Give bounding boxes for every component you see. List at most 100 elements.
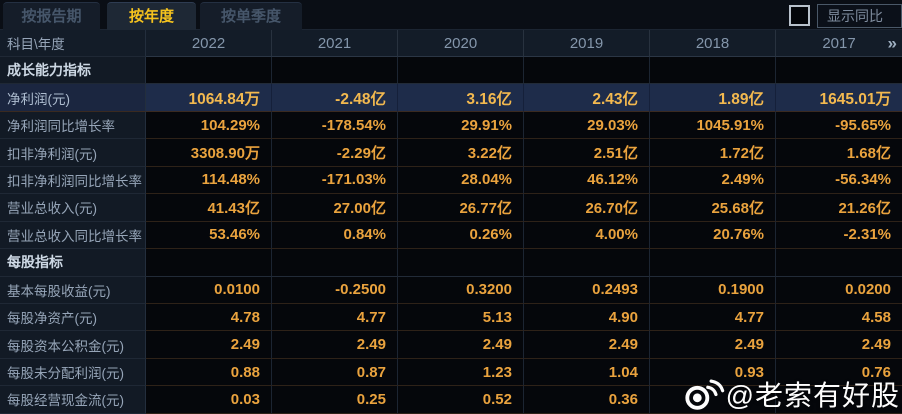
cell-value: 0.03 — [146, 386, 272, 414]
cell-value: -2.48亿 — [272, 84, 398, 112]
cell-value: 1064.84万 — [146, 84, 272, 112]
cell-value: 2.49 — [398, 331, 524, 359]
cell-value: 0.1900 — [650, 276, 776, 304]
cell-value: -178.54% — [272, 111, 398, 140]
cell-value: 28.04% — [398, 166, 524, 195]
tab-report-period[interactable]: 按报告期 — [3, 2, 100, 30]
cell-value: 29.91% — [398, 111, 524, 140]
cell-value: 46.12% — [524, 166, 650, 195]
tab-single-quarter[interactable]: 按单季度 — [200, 2, 302, 30]
cell-value: 1.68亿 — [776, 139, 902, 167]
table-row: 每股未分配利润(元) 0.88 0.87 1.23 1.04 0.93 0.76 — [0, 358, 902, 387]
table-row: 净利润同比增长率 104.29% -178.54% 29.91% 29.03% 1045.… — [0, 111, 902, 140]
table-row: 扣非净利润同比增长率 114.48% -171.03% 28.04% 46.12% 2.4… — [0, 166, 902, 195]
cell-value: 2.43亿 — [524, 84, 650, 112]
cell-value: 41.43亿 — [146, 194, 272, 222]
cell-value: 1045.91% — [650, 111, 776, 140]
cell-value: 0.0100 — [146, 276, 272, 304]
cell-value: -95.65% — [776, 111, 902, 140]
cell-value: 2.49% — [650, 166, 776, 195]
row-label: 每股指标 — [0, 249, 146, 277]
cell-value: 4.58 — [776, 303, 902, 332]
year-header: 2019 — [524, 30, 650, 57]
table-row: 营业总收入(元) 41.43亿 27.00亿 26.77亿 26.70亿 25.68亿 21… — [0, 194, 902, 222]
more-years-chevron-icon[interactable]: » — [887, 33, 897, 53]
row-label: 净利润同比增长率 — [0, 111, 146, 140]
cell-value: 0.3200 — [398, 276, 524, 304]
cell-value: 26.77亿 — [398, 194, 524, 222]
row-label: 每股净资产(元) — [0, 303, 146, 332]
table-row: 成长能力指标 — [0, 57, 902, 85]
year-header-label: 2018 — [695, 34, 730, 52]
year-header: 2022 — [146, 30, 272, 57]
period-tabbar: 按报告期 按年度 按单季度 显示同比 — [0, 0, 902, 30]
cell-value: 0.25 — [272, 386, 398, 414]
cell-value: 0.87 — [272, 358, 398, 387]
tab-annual[interactable]: 按年度 — [107, 2, 196, 30]
table-row: 营业总收入同比增长率 53.46% 0.84% 0.26% 4.00% 20.76% -2.… — [0, 221, 902, 250]
cell-value — [776, 57, 902, 85]
table-row: 每股资本公积金(元) 2.49 2.49 2.49 2.49 2.49 2.49 — [0, 331, 902, 359]
cell-value: -56.34% — [776, 166, 902, 195]
cell-value — [776, 386, 902, 414]
table-row: 每股经营现金流(元) 0.03 0.25 0.52 0.36 — [0, 386, 902, 414]
cell-value: 20.76% — [650, 221, 776, 250]
cell-value: 2.49 — [776, 331, 902, 359]
cell-value: 0.76 — [776, 358, 902, 387]
year-header-label: 2019 — [569, 34, 604, 52]
row-label: 每股经营现金流(元) — [0, 386, 146, 414]
year-header-label: 2020 — [443, 34, 478, 52]
year-header: 2020 — [398, 30, 524, 57]
cell-value — [650, 386, 776, 414]
cell-value: 27.00亿 — [272, 194, 398, 222]
year-header-label: 2022 — [191, 34, 226, 52]
cell-value — [776, 249, 902, 277]
cell-value: 29.03% — [524, 111, 650, 140]
cell-value: 53.46% — [146, 221, 272, 250]
cell-value: 0.26% — [398, 221, 524, 250]
show-yoy-label[interactable]: 显示同比 — [817, 4, 902, 28]
table-row: 基本每股收益(元) 0.0100 -0.2500 0.3200 0.2493 0.1900… — [0, 276, 902, 304]
cell-value: 0.93 — [650, 358, 776, 387]
cell-value: 2.49 — [146, 331, 272, 359]
cell-value: 0.52 — [398, 386, 524, 414]
cell-value: 4.90 — [524, 303, 650, 332]
year-header: 2018 — [650, 30, 776, 57]
cell-value — [524, 57, 650, 85]
cell-value — [398, 57, 524, 85]
row-label: 营业总收入(元) — [0, 194, 146, 222]
cell-value: 3.16亿 — [398, 84, 524, 112]
cell-value: 4.78 — [146, 303, 272, 332]
cell-value: 4.77 — [272, 303, 398, 332]
cell-value: -2.29亿 — [272, 139, 398, 167]
cell-value: 2.49 — [650, 331, 776, 359]
table-row: 每股净资产(元) 4.78 4.77 5.13 4.90 4.77 4.58 — [0, 303, 902, 332]
cell-value: 25.68亿 — [650, 194, 776, 222]
year-header-label: 2017 — [822, 34, 856, 52]
cell-value: -0.2500 — [272, 276, 398, 304]
row-label: 扣非净利润(元) — [0, 139, 146, 167]
cell-value — [146, 57, 272, 85]
year-header-label: 2021 — [317, 34, 352, 52]
table-header-row: 科目\年度 2022 2021 2020 2019 2018 2017 » — [0, 30, 902, 57]
cell-value: 2.49 — [272, 331, 398, 359]
table-row: 扣非净利润(元) 3308.90万 -2.29亿 3.22亿 2.51亿 1.72亿 1.6… — [0, 139, 902, 167]
row-label: 基本每股收益(元) — [0, 276, 146, 304]
financials-table: 科目\年度 2022 2021 2020 2019 2018 2017 » 成长能力指标 净利润(… — [0, 30, 902, 414]
cell-value: 21.26亿 — [776, 194, 902, 222]
cell-value: 0.84% — [272, 221, 398, 250]
cell-value: 0.88 — [146, 358, 272, 387]
show-yoy-checkbox[interactable] — [789, 5, 810, 26]
cell-value — [650, 57, 776, 85]
cell-value: 0.2493 — [524, 276, 650, 304]
row-label: 每股未分配利润(元) — [0, 358, 146, 387]
cell-value: 1.23 — [398, 358, 524, 387]
cell-value — [398, 249, 524, 277]
cell-value: 1.04 — [524, 358, 650, 387]
cell-value: 114.48% — [146, 166, 272, 195]
table-row: 净利润(元) 1064.84万 -2.48亿 3.16亿 2.43亿 1.89亿 1645.… — [0, 84, 902, 112]
year-header: 2021 — [272, 30, 398, 57]
row-label: 净利润(元) — [0, 84, 146, 112]
cell-value: -171.03% — [272, 166, 398, 195]
cell-value: 5.13 — [398, 303, 524, 332]
